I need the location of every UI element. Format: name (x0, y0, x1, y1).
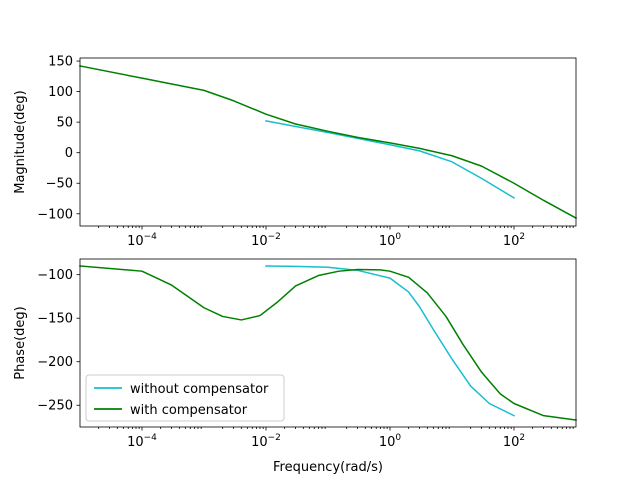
y-axis-label: Magnitude(deg) (13, 90, 28, 194)
phase-plot: 10−4 10−2 100 102 −250 −200 −150 −100 Phase(deg)… (13, 258, 577, 475)
y-tick-label: −200 (37, 355, 73, 370)
y-tick-label: −150 (37, 312, 73, 327)
x-axis-label: Frequency(rad/s) (273, 460, 383, 475)
y-tick-label: −50 (46, 177, 73, 192)
axes-frame (79, 258, 577, 428)
y-tick-label: 100 (48, 85, 73, 100)
x-tick-label: 10−2 (251, 433, 281, 450)
y-axis-label: Phase(deg) (13, 306, 28, 379)
x-tick-label: 102 (503, 433, 525, 450)
y-tick-label: 0 (65, 146, 73, 161)
y-tick-label: −100 (37, 268, 73, 283)
series-line-without-compensator (265, 120, 516, 199)
y-tick-label: 150 (48, 55, 73, 70)
y-tick-label: −250 (37, 399, 73, 414)
y-tick-label: −100 (37, 207, 73, 222)
magnitude-plot: 10−4 10−2 100 102 −100 −50 0 50 100 150 Magnitude(… (13, 55, 578, 249)
x-tick-label: 10−4 (127, 433, 157, 450)
series-line-without-compensator (265, 265, 516, 417)
series-line-with-compensator (79, 65, 578, 220)
x-tick-label: 10−4 (127, 232, 157, 249)
x-tick-label: 102 (503, 232, 525, 249)
x-tick-label: 100 (379, 232, 402, 249)
series-line-with-compensator (79, 265, 577, 421)
axes-frame (79, 57, 577, 227)
legend-label: without compensator (130, 382, 269, 397)
x-tick-label: 10−2 (251, 232, 281, 249)
legend-box (85, 374, 285, 422)
y-tick-label: 50 (56, 116, 73, 131)
legend: without compensator with compensator (85, 374, 285, 422)
legend-label: with compensator (130, 403, 248, 418)
x-tick-label: 100 (379, 433, 402, 450)
